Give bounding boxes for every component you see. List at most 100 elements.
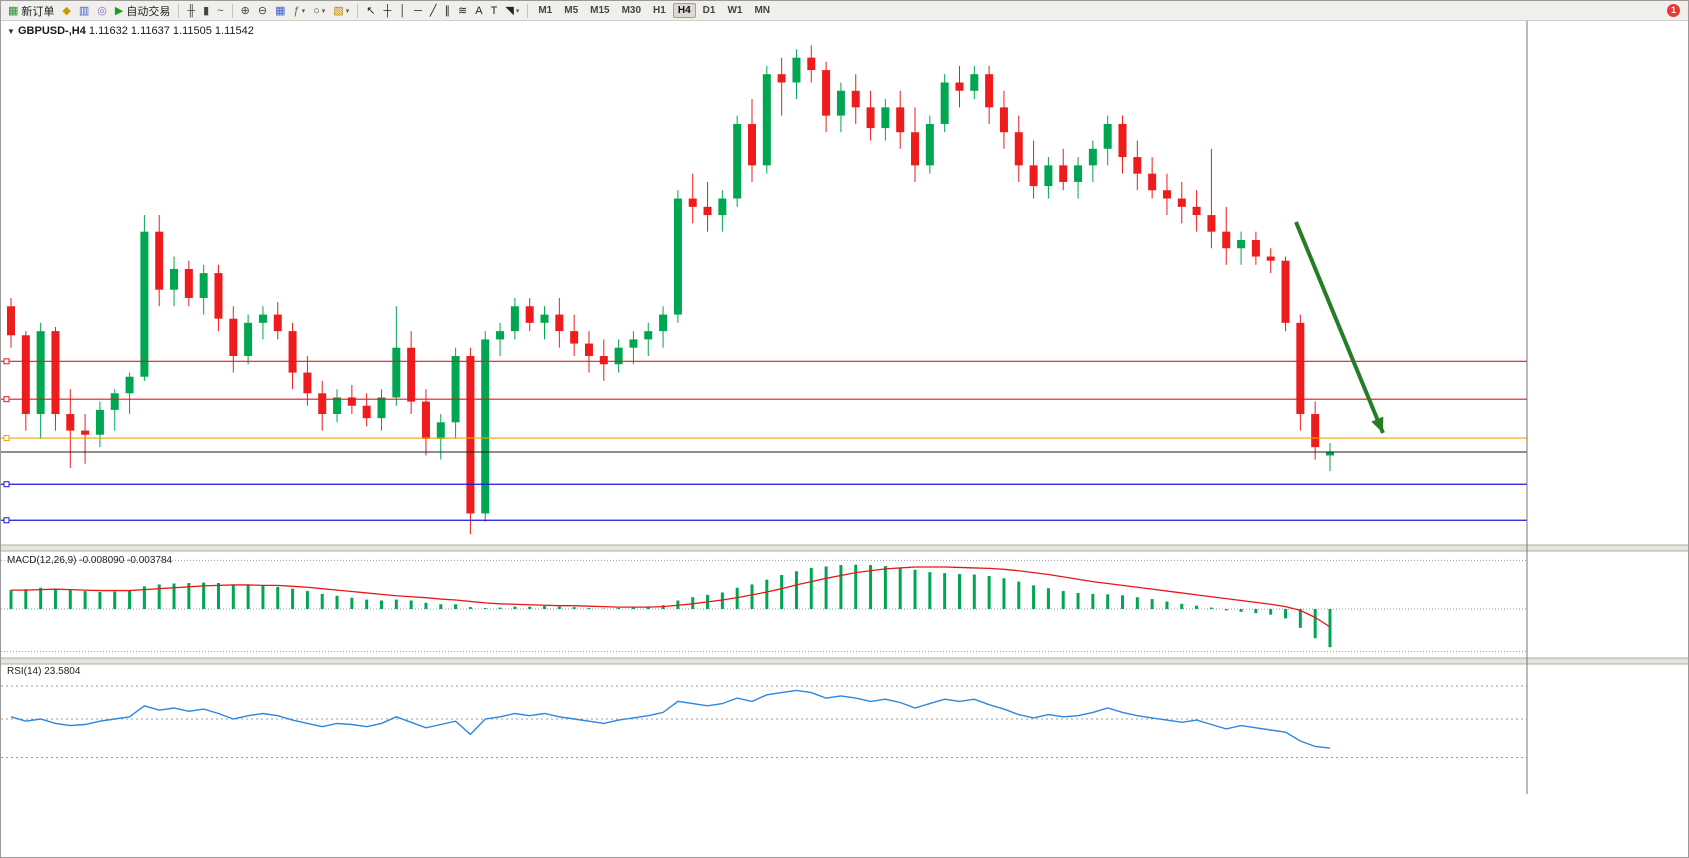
periods-icon: ○ — [313, 4, 320, 17]
new-order-icon: ▦ — [8, 4, 19, 17]
candle-body — [896, 107, 905, 133]
candle-body — [851, 90, 860, 108]
rsi-title: RSI(14) 23.5804 — [7, 666, 81, 677]
indicators-icon: ƒ — [293, 4, 300, 17]
trend-arrow[interactable] — [1294, 221, 1385, 434]
candle-body — [866, 107, 875, 129]
timeframe-h4-button[interactable]: H4 — [672, 3, 696, 18]
horizontal-line-button[interactable]: ─ — [411, 2, 425, 20]
timeframe-m30-button[interactable]: M30 — [621, 5, 642, 16]
candle-body — [1044, 165, 1053, 187]
zoom-out-button[interactable]: ⊖ — [255, 2, 270, 20]
candle-body — [1192, 206, 1201, 216]
periods-button[interactable]: ○ ▾ — [310, 2, 328, 20]
candle-body — [807, 57, 816, 71]
candle-body — [510, 306, 519, 332]
fibonacci-button[interactable]: ≋ — [455, 2, 470, 20]
pane-divider[interactable] — [1, 658, 1689, 664]
alerts-icon: ◎ — [97, 4, 107, 17]
arrows-caret[interactable]: ▾ — [515, 7, 520, 15]
candle-body — [673, 198, 682, 315]
vertical-line-button[interactable]: │ — [396, 2, 409, 20]
candlestick-chart-button[interactable]: ▮ — [200, 2, 212, 20]
candle-body — [881, 107, 890, 129]
candle-body — [1207, 215, 1216, 232]
candle-body — [940, 82, 949, 124]
candle-body — [125, 376, 134, 394]
indicators-button[interactable]: ƒ ▾ — [291, 2, 309, 20]
crosshair-button[interactable]: ┼ — [380, 2, 394, 20]
hline-handle[interactable] — [3, 481, 10, 488]
candle-body — [1074, 165, 1083, 182]
hline-handle[interactable] — [3, 396, 10, 403]
candle-body — [703, 206, 712, 216]
candle-body — [1059, 165, 1068, 182]
new-order-button[interactable]: ▦ 新订单 — [5, 2, 57, 20]
bar-chart-button[interactable]: ╫ — [184, 2, 198, 20]
timeframe-w1-button[interactable]: W1 — [727, 5, 743, 16]
text-label-icon: T — [490, 4, 498, 17]
hline-handle[interactable] — [3, 517, 10, 524]
cursor-button[interactable]: ↖ — [363, 2, 378, 20]
channel-icon: ∥ — [444, 4, 451, 17]
templates-caret[interactable]: ▾ — [345, 7, 350, 15]
candle-body — [822, 70, 831, 116]
candle-body — [170, 268, 179, 290]
arrows-button[interactable]: ◥ ▾ — [502, 2, 522, 20]
timeframe-h1-button[interactable]: H1 — [653, 5, 666, 16]
hline-handle[interactable] — [3, 358, 10, 365]
alerts-button[interactable]: ◎ — [94, 2, 110, 20]
candle-body — [1162, 190, 1171, 199]
trendline-icon: ╱ — [429, 4, 437, 17]
trendline-button[interactable]: ╱ — [427, 2, 440, 20]
candle-body — [1148, 173, 1157, 191]
timeframe-m15-button[interactable]: M15 — [590, 5, 610, 16]
toolbar-separator — [527, 3, 529, 18]
periods-caret[interactable]: ▾ — [321, 7, 326, 15]
channel-button[interactable]: ∥ — [442, 2, 454, 20]
candle-body — [1296, 322, 1305, 415]
candle-body — [584, 343, 593, 356]
candle-body — [777, 74, 786, 83]
quotes-button[interactable]: ▥ — [76, 2, 92, 20]
candle-body — [970, 74, 979, 91]
candle-body — [51, 331, 60, 415]
candle-body — [644, 331, 653, 340]
templates-button[interactable]: ▧ ▾ — [330, 2, 352, 20]
trend-arrow-head — [1371, 416, 1384, 433]
toolbar-separator — [178, 3, 180, 18]
notification-badge[interactable]: 1 — [1667, 4, 1680, 17]
autotrading-button[interactable]: ▶ 自动交易 — [112, 2, 173, 20]
hline-handle[interactable] — [3, 435, 10, 442]
candle-body — [347, 397, 356, 406]
zoom-in-button[interactable]: ⊕ — [238, 2, 253, 20]
chart-menu-caret[interactable]: ▼ — [7, 27, 15, 36]
text-label-button[interactable]: T — [488, 2, 501, 20]
candle-body — [629, 339, 638, 348]
candle-body — [555, 314, 564, 332]
text-button[interactable]: A — [472, 2, 485, 20]
candle-body — [733, 123, 742, 199]
indicators-caret[interactable]: ▾ — [301, 7, 306, 15]
chart-window-button[interactable]: ◆ — [59, 2, 73, 20]
pane-divider[interactable] — [1, 545, 1689, 551]
candle-body — [333, 397, 342, 415]
toolbar-separator — [231, 3, 233, 18]
candle-body — [1118, 123, 1127, 158]
tile-windows-button[interactable]: ▦ — [272, 2, 288, 20]
bar-chart-icon: ╫ — [187, 4, 196, 17]
toolbar-separator — [357, 3, 359, 18]
timeframe-m1-button[interactable]: M1 — [538, 5, 553, 16]
timeframe-d1-button[interactable]: D1 — [702, 5, 716, 16]
line-chart-button[interactable]: ~ — [214, 2, 226, 20]
macd-title: MACD(12,26,9) -0.008090 -0.003784 — [7, 555, 173, 566]
tile-windows-icon: ▦ — [275, 4, 286, 17]
candle-body — [36, 331, 45, 415]
timeframe-mn-button[interactable]: MN — [754, 5, 770, 16]
candle-body — [614, 347, 623, 365]
timeframe-m5-button[interactable]: M5 — [564, 5, 579, 16]
candle-body — [421, 401, 430, 439]
candle-body — [140, 231, 149, 377]
